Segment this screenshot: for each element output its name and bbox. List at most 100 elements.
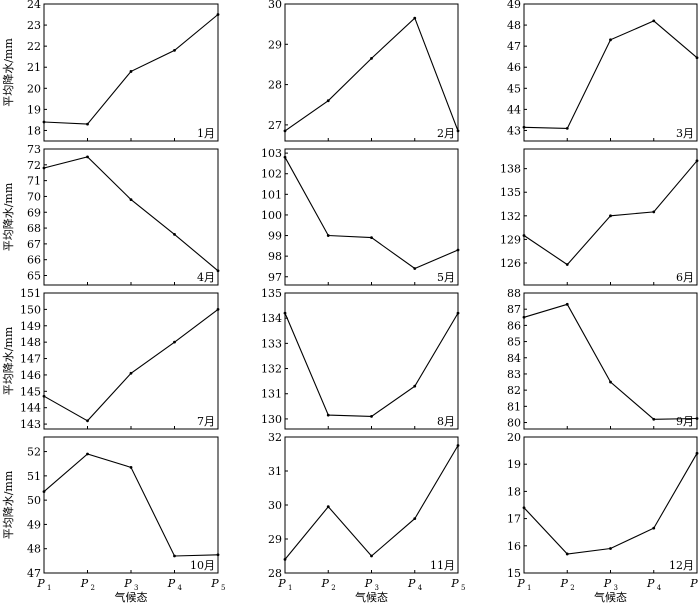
y-tick-label: 150 bbox=[20, 303, 41, 316]
y-tick-label: 148 bbox=[20, 336, 41, 349]
series-line bbox=[523, 453, 698, 555]
data-point bbox=[695, 417, 699, 420]
y-tick-label: 126 bbox=[500, 257, 521, 270]
data-point bbox=[326, 413, 330, 417]
data-point bbox=[173, 48, 176, 52]
x-category-subscript: 4 bbox=[418, 584, 423, 592]
y-tick-label: 23 bbox=[27, 19, 41, 32]
x-category-label: P bbox=[36, 577, 45, 590]
y-tick-label: 48 bbox=[507, 19, 521, 32]
y-tick-label: 31 bbox=[268, 465, 282, 478]
data-point bbox=[86, 122, 89, 126]
y-tick-label: 71 bbox=[27, 175, 41, 188]
data-point bbox=[370, 415, 373, 418]
data-point bbox=[413, 267, 417, 270]
y-tick-label: 84 bbox=[507, 352, 521, 365]
y-tick-label: 72 bbox=[27, 159, 41, 172]
panel-3: 43 44 45 46 47 48 49 3月 bbox=[507, 0, 699, 142]
y-tick-label: 102 bbox=[261, 168, 282, 181]
y-tick-label: 30 bbox=[268, 0, 282, 11]
month-label: 6月 bbox=[676, 271, 694, 284]
data-point bbox=[283, 155, 287, 159]
panel-2: 27 28 29 30 2月 bbox=[268, 0, 460, 142]
y-tick-label: 46 bbox=[507, 61, 521, 74]
y-tick-label: 32 bbox=[268, 431, 282, 444]
data-point bbox=[695, 451, 699, 455]
y-tick-label: 73 bbox=[27, 143, 41, 156]
data-point bbox=[129, 371, 133, 375]
data-point bbox=[86, 419, 89, 423]
data-point bbox=[695, 159, 699, 163]
x-category-label: P bbox=[321, 577, 330, 590]
data-point bbox=[370, 236, 373, 240]
data-point bbox=[370, 56, 373, 60]
data-point bbox=[609, 380, 612, 384]
y-tick-label: 18 bbox=[507, 485, 521, 498]
data-point bbox=[86, 155, 89, 159]
data-point bbox=[652, 526, 656, 530]
data-point bbox=[695, 56, 699, 60]
data-point bbox=[216, 13, 220, 16]
data-point bbox=[129, 70, 133, 73]
y-tick-label: 98 bbox=[268, 250, 282, 263]
y-tick-label: 81 bbox=[507, 400, 521, 413]
y-tick-label: 132 bbox=[500, 210, 521, 223]
data-point bbox=[609, 547, 612, 550]
y-tick-label: 16 bbox=[507, 540, 521, 553]
y-tick-label: 132 bbox=[261, 363, 282, 376]
x-category-subscript: 4 bbox=[178, 584, 183, 592]
y-tick-label: 86 bbox=[507, 319, 521, 332]
data-point bbox=[609, 214, 612, 218]
panel-frame bbox=[43, 436, 219, 574]
y-tick-label: 144 bbox=[20, 402, 41, 415]
data-point bbox=[565, 263, 569, 266]
panel-frame bbox=[284, 148, 459, 286]
y-tick-label: 88 bbox=[507, 287, 521, 300]
month-label: 9月 bbox=[676, 415, 694, 428]
y-tick-label: 129 bbox=[500, 233, 521, 246]
x-category-subscript: 2 bbox=[331, 584, 335, 592]
y-tick-label: 135 bbox=[261, 287, 282, 300]
data-point bbox=[42, 120, 46, 124]
data-point bbox=[283, 558, 287, 561]
data-point bbox=[42, 394, 46, 398]
x-category-label: P bbox=[516, 577, 525, 590]
data-point bbox=[283, 311, 287, 315]
y-tick-label: 145 bbox=[20, 385, 41, 398]
panel-frame bbox=[43, 148, 219, 286]
data-point bbox=[413, 517, 417, 520]
x-category-subscript: 2 bbox=[570, 584, 574, 592]
data-point bbox=[456, 129, 460, 133]
y-tick-label: 68 bbox=[27, 222, 41, 235]
x-category-label: P bbox=[277, 577, 286, 590]
x-category-label: P bbox=[603, 577, 612, 590]
y-tick-label: 15 bbox=[507, 567, 521, 580]
data-point bbox=[565, 302, 569, 306]
x-category-subscript: 5 bbox=[461, 584, 465, 592]
data-point bbox=[42, 166, 46, 170]
month-label: 1月 bbox=[197, 127, 215, 140]
x-axis-title: 气候态 bbox=[115, 590, 148, 604]
x-category-label: P bbox=[123, 577, 132, 590]
x-category-subscript: 1 bbox=[288, 584, 292, 592]
data-point bbox=[216, 553, 220, 557]
series-line bbox=[523, 160, 698, 266]
month-label: 12月 bbox=[669, 559, 694, 572]
x-category-subscript: 3 bbox=[375, 584, 379, 592]
data-point bbox=[522, 315, 526, 319]
y-tick-label: 49 bbox=[27, 518, 41, 531]
series-line bbox=[43, 14, 219, 125]
data-point bbox=[216, 269, 220, 273]
data-point bbox=[173, 554, 176, 558]
y-tick-label: 29 bbox=[268, 38, 282, 51]
y-tick-label: 130 bbox=[261, 413, 282, 426]
month-label: 3月 bbox=[676, 127, 694, 140]
y-tick-label: 133 bbox=[261, 337, 282, 350]
x-axis-title: 气候态 bbox=[594, 590, 627, 604]
data-point bbox=[173, 340, 176, 344]
data-point bbox=[456, 248, 460, 252]
x-category-label: P bbox=[689, 577, 698, 590]
y-tick-label: 43 bbox=[507, 124, 521, 137]
x-category-label: P bbox=[646, 577, 655, 590]
